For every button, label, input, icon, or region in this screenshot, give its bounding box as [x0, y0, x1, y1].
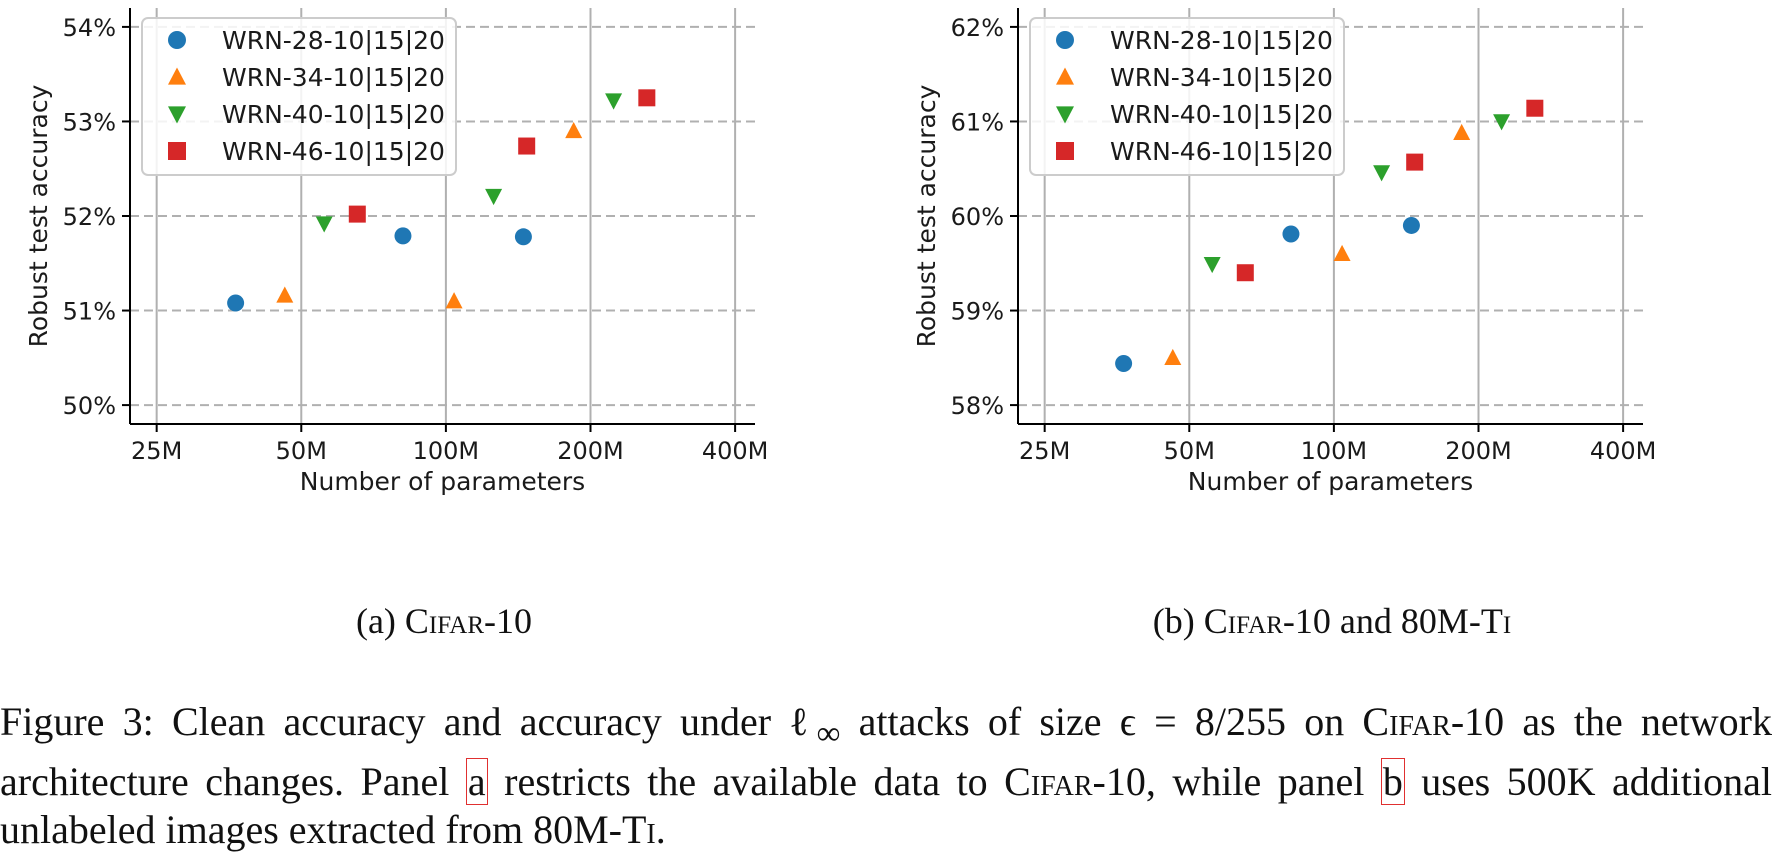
data-point [638, 89, 656, 107]
panel-a-link[interactable]: a [465, 758, 488, 805]
x-tick-label: 400M [1590, 437, 1657, 465]
data-point [1406, 153, 1424, 171]
y-tick-label: 54% [63, 14, 116, 42]
legend-label: WRN-40-10|15|20 [1110, 100, 1333, 129]
y-axis-label: Robust test accuracy [24, 84, 53, 347]
legend-marker [168, 67, 186, 85]
data-point [1115, 354, 1133, 372]
data-point [445, 292, 463, 309]
data-point [348, 205, 366, 223]
y-tick-label: 53% [63, 108, 116, 136]
data-point [394, 227, 412, 245]
data-point [1453, 123, 1471, 141]
data-point [514, 228, 532, 246]
data-point [1493, 114, 1511, 131]
legend-label: WRN-40-10|15|20 [222, 100, 445, 129]
subcaption-a: (a) Cifar-10 [355, 601, 533, 641]
legend: WRN-28-10|15|20 WRN-34-10|15|20 WRN-40-10|… [141, 17, 457, 176]
data-point [1402, 216, 1420, 234]
legend-label: WRN-34-10|15|20 [222, 63, 445, 92]
legend-marker [168, 142, 186, 160]
x-tick-label: 200M [557, 437, 624, 465]
x-tick-label: 50M [276, 437, 327, 465]
data-point [227, 294, 245, 312]
subcaption-b: (b) Cifar-10 and 80M-Ti [1152, 601, 1512, 641]
data-point [565, 121, 583, 139]
data-point [1333, 244, 1351, 262]
x-tick-label: 100M [1301, 437, 1368, 465]
legend-marker [1056, 106, 1074, 124]
data-point [315, 216, 333, 233]
legend-label: WRN-28-10|15|20 [222, 26, 445, 55]
y-tick-label: 52% [63, 203, 116, 231]
y-tick-label: 60% [951, 203, 1004, 231]
panel-b-link[interactable]: b [1380, 758, 1405, 805]
x-tick-label: 400M [702, 437, 769, 465]
data-point [276, 286, 294, 303]
data-point [1203, 256, 1221, 274]
x-tick-label: 25M [1019, 437, 1070, 465]
data-point [1526, 99, 1544, 117]
legend-marker [168, 31, 186, 49]
y-axis-label: Robust test accuracy [912, 84, 941, 347]
legend-marker [168, 106, 186, 124]
data-point [1164, 348, 1182, 366]
legend-marker [1056, 67, 1074, 85]
x-axis-label: Number of parameters [300, 467, 585, 496]
data-point [1373, 165, 1391, 182]
legend-label: WRN-28-10|15|20 [1110, 26, 1333, 55]
x-tick-label: 200M [1445, 437, 1512, 465]
data-point [1282, 225, 1300, 243]
legend-label: WRN-46-10|15|20 [1110, 137, 1333, 166]
legend: WRN-28-10|15|20 WRN-34-10|15|20 WRN-40-10|… [1029, 17, 1345, 176]
legend-box [141, 17, 457, 176]
data-point [1236, 264, 1254, 282]
data-point [518, 137, 536, 155]
legend-marker [1056, 142, 1074, 160]
chart-panel-b: 25M 50M 100M 200M 400M 58% 59% 60% 61% 62% Number … [912, 8, 1657, 496]
y-tick-label: 51% [63, 298, 116, 326]
x-axis-label: Number of parameters [1188, 467, 1473, 496]
y-tick-label: 50% [63, 392, 116, 420]
x-tick-label: 25M [131, 437, 182, 465]
data-point [485, 188, 503, 206]
legend-label: WRN-46-10|15|20 [222, 137, 445, 166]
x-tick-label: 100M [413, 437, 480, 465]
y-tick-label: 58% [951, 392, 1004, 420]
chart-panel-a: 25M 50M 100M 200M 400M 50% 51% 52% 53% 54% Number … [24, 8, 769, 496]
y-tick-label: 62% [951, 14, 1004, 42]
legend-box [1029, 17, 1345, 176]
x-tick-label: 50M [1164, 437, 1215, 465]
legend-label: WRN-34-10|15|20 [1110, 63, 1333, 92]
y-tick-label: 61% [951, 108, 1004, 136]
legend-marker [1056, 31, 1074, 49]
figure-caption: Figure 3: Clean accuracy and accuracy un… [0, 699, 1773, 852]
data-point [605, 93, 623, 110]
y-tick-label: 59% [951, 298, 1004, 326]
